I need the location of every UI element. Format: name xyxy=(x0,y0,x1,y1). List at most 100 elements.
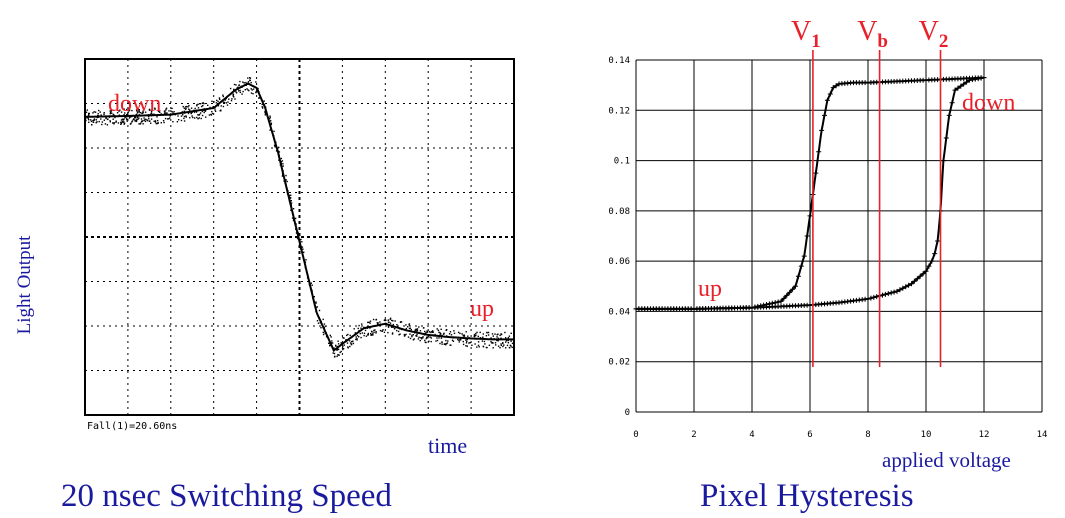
left-noise-point xyxy=(257,87,259,90)
left-noise-point xyxy=(93,111,95,113)
left-noise-point xyxy=(508,335,511,337)
left-noise-point xyxy=(212,106,214,108)
left-noise-point xyxy=(182,105,184,108)
left-noise-point xyxy=(320,327,322,329)
left-noise-point xyxy=(122,121,124,124)
left-noise-point xyxy=(319,319,321,321)
left-noise-point xyxy=(366,327,368,329)
left-noise-point xyxy=(432,334,435,337)
left-noise-point xyxy=(387,325,390,327)
left-noise-point xyxy=(427,336,429,338)
left-noise-point xyxy=(367,321,369,324)
right-series-point-down xyxy=(929,258,935,264)
left-noise-point xyxy=(426,337,429,339)
left-noise-point xyxy=(428,334,430,336)
left-noise-point xyxy=(462,336,465,338)
right-series-point-up xyxy=(781,295,787,301)
left-noise-point xyxy=(399,328,401,330)
left-noise-point xyxy=(128,109,131,111)
left-noise-point xyxy=(474,343,476,345)
left-noise-point xyxy=(149,113,152,115)
left-noise-point xyxy=(391,332,394,334)
left-noise-point xyxy=(398,334,400,336)
left-noise-point xyxy=(197,107,200,109)
right-series-point-up xyxy=(790,286,796,292)
left-noise-point xyxy=(513,343,515,346)
left-noise-point xyxy=(381,330,383,332)
left-noise-point xyxy=(350,343,353,345)
left-noise-point xyxy=(202,105,204,107)
left-noise-point xyxy=(261,103,263,106)
left-noise-point xyxy=(147,115,149,117)
left-noise-point xyxy=(159,111,161,113)
left-noise-point xyxy=(264,111,267,114)
left-noise-point xyxy=(373,329,375,332)
left-noise-point xyxy=(111,112,113,114)
left-noise-point xyxy=(286,187,288,189)
left-noise-point xyxy=(316,306,318,308)
left-noise-point xyxy=(311,292,313,295)
left-noise-point xyxy=(264,110,267,112)
left-noise-point xyxy=(370,330,373,333)
left-noise-point xyxy=(250,81,252,84)
left-noise-point xyxy=(158,110,160,113)
right-series-point-down xyxy=(920,271,926,277)
left-noise-point xyxy=(241,93,243,95)
left-noise-point xyxy=(169,117,171,119)
right-tick-labels: 0 2 4 6 8 10 12 14 0 0.02 0.04 0.06 0.08 0.1 0.12 0.14 xyxy=(608,56,1047,440)
left-noise-point xyxy=(474,335,476,337)
left-noise-point xyxy=(217,105,220,107)
left-noise-point xyxy=(172,121,174,123)
left-noise-point xyxy=(119,109,121,111)
left-noise-point xyxy=(95,122,97,124)
left-noise-point xyxy=(265,108,267,110)
right-series-point-down xyxy=(888,290,894,296)
left-noise-point xyxy=(500,343,502,345)
left-noise-point xyxy=(462,343,465,346)
left-noise-point xyxy=(356,334,359,337)
left-noise-point xyxy=(138,117,140,119)
right-series-point-down xyxy=(868,295,874,301)
left-noise-point xyxy=(167,118,169,120)
left-noise-point xyxy=(103,119,105,121)
right-series-point-down xyxy=(972,76,978,82)
left-noise-point xyxy=(349,334,351,337)
left-noise-point xyxy=(416,335,418,337)
left-noise-point xyxy=(462,334,464,336)
left-noise-point xyxy=(453,330,455,332)
left-noise-point xyxy=(274,145,277,148)
left-noise-point xyxy=(461,333,463,335)
left-noise-point xyxy=(115,120,117,122)
left-noise-point xyxy=(415,335,417,337)
left-noise-point xyxy=(222,101,225,103)
left-noise-point xyxy=(85,111,88,113)
left-noise-point xyxy=(140,118,143,120)
left-noise-point xyxy=(420,338,423,340)
left-noise-point xyxy=(298,235,300,237)
vline-label-main: V xyxy=(919,16,939,47)
left-label-down: down xyxy=(108,91,161,117)
left-noise-point xyxy=(275,141,277,143)
right-series-point-down xyxy=(955,85,961,91)
left-noise-point xyxy=(292,208,295,210)
left-noise-point xyxy=(478,346,480,348)
left-noise-point xyxy=(299,239,301,241)
left-noise-point xyxy=(127,112,129,114)
vline-label-sub: 2 xyxy=(939,31,949,52)
left-noise-point xyxy=(273,138,275,141)
right-series-point-down xyxy=(906,282,912,288)
right-series-point-up xyxy=(824,97,830,103)
left-noise-point xyxy=(122,119,125,121)
left-noise-point xyxy=(109,112,111,115)
left-noise-point xyxy=(134,115,136,118)
left-noise-point xyxy=(346,342,349,344)
left-noise-point xyxy=(337,354,339,356)
left-noise-point xyxy=(99,116,102,118)
left-caption: 20 nsec Switching Speed xyxy=(61,478,392,514)
left-noise-point xyxy=(228,98,230,100)
left-noise-point xyxy=(499,347,501,349)
left-noise-point xyxy=(165,109,167,111)
left-noise-point xyxy=(414,332,416,334)
left-noise-point xyxy=(194,117,196,119)
left-noise-point xyxy=(278,154,280,157)
